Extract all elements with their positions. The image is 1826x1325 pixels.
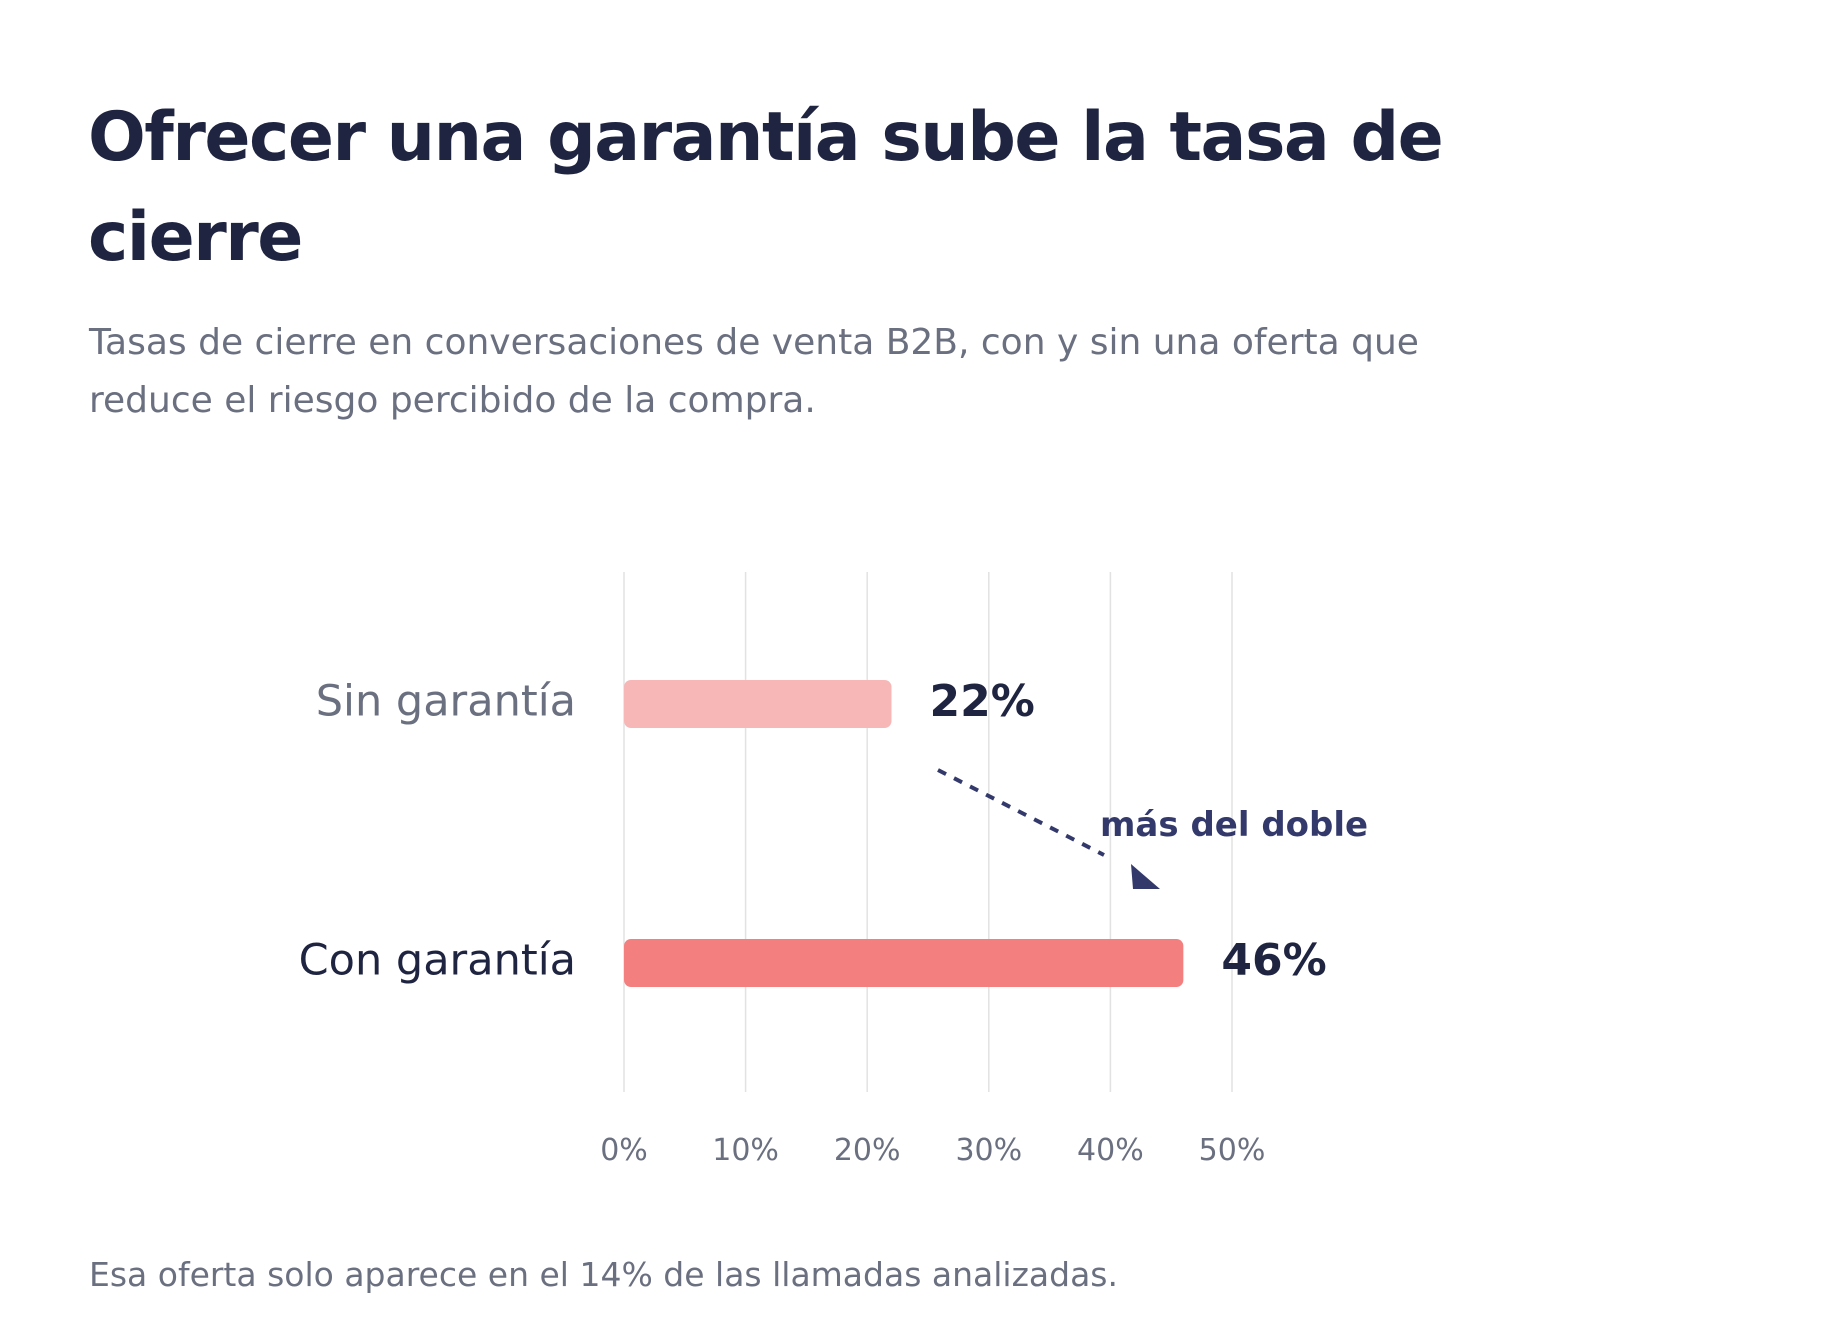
- x-tick-label: 30%: [955, 1133, 1022, 1168]
- category-label: Sin garantía: [316, 677, 576, 727]
- data-label: 22%: [930, 676, 1035, 727]
- x-tick-label: 40%: [1077, 1133, 1144, 1168]
- annotation-label: más del doble: [1100, 805, 1368, 845]
- footnote: Esa oferta solo aparece en el 14% de las…: [89, 1255, 1118, 1294]
- annotation-arrow-line: [937, 768, 1105, 857]
- chart-subtitle: Tasas de cierre en conversaciones de ven…: [89, 322, 1419, 421]
- bar: [624, 680, 892, 728]
- x-tick-label: 10%: [712, 1133, 779, 1168]
- x-tick-label: 50%: [1199, 1133, 1266, 1168]
- x-tick-label: 0%: [600, 1133, 648, 1168]
- category-label: Con garantía: [299, 936, 576, 986]
- data-label: 46%: [1221, 935, 1326, 986]
- annotation-arrowhead: [1131, 864, 1160, 889]
- x-tick-label: 20%: [834, 1133, 901, 1168]
- bar: [624, 939, 1184, 987]
- chart-title: Ofrecer una garantía sube la tasa de cie…: [88, 98, 1444, 277]
